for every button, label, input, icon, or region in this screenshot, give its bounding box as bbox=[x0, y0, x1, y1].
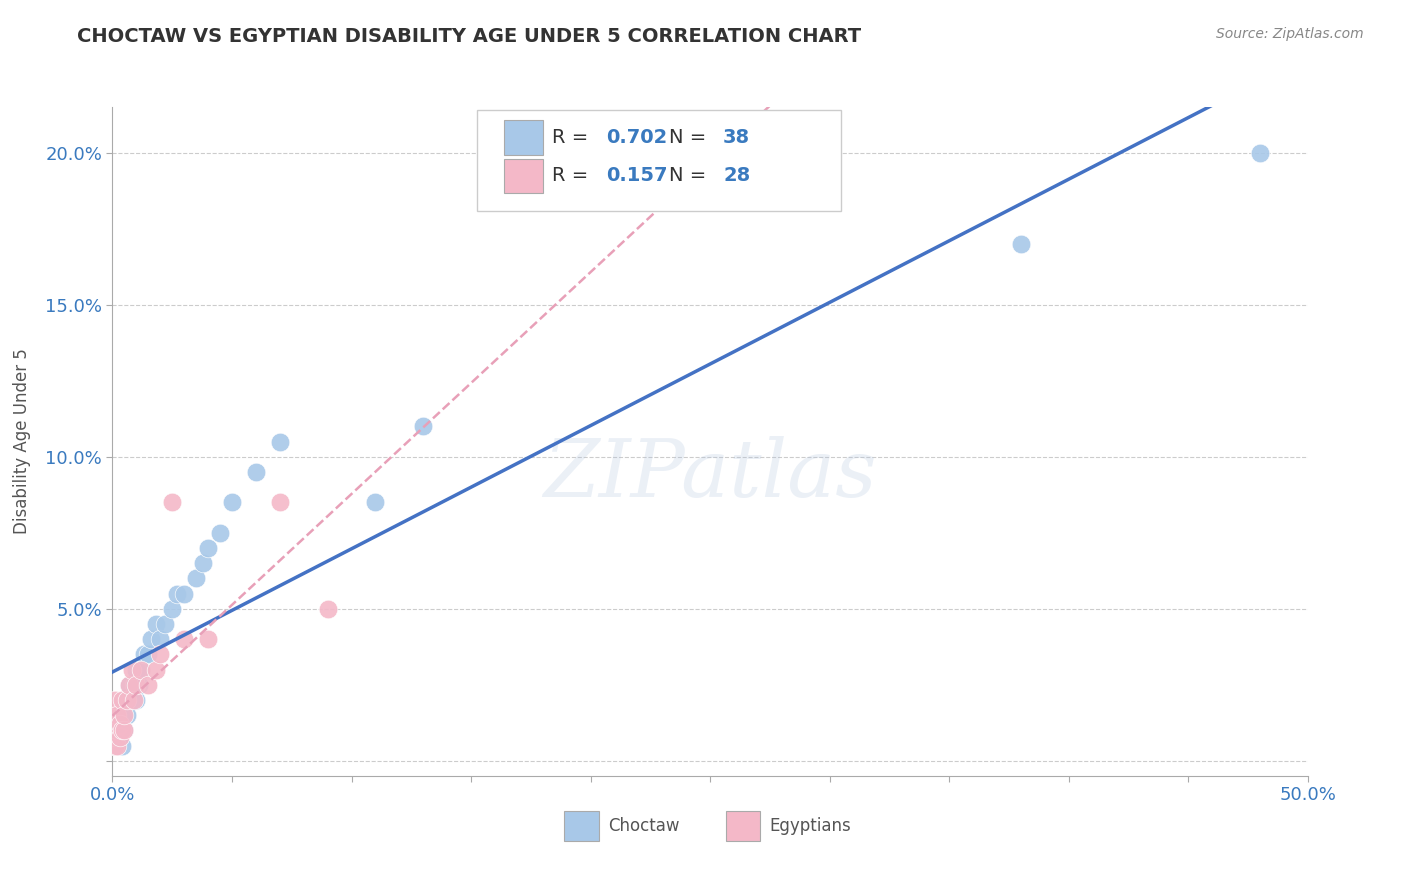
Point bbox=[145, 617, 167, 632]
Point bbox=[108, 730, 131, 744]
Point bbox=[104, 739, 127, 753]
Point bbox=[121, 693, 143, 707]
Point bbox=[121, 663, 143, 677]
Point bbox=[132, 648, 155, 662]
Point bbox=[105, 739, 128, 753]
Point bbox=[122, 678, 145, 692]
Text: 0.702: 0.702 bbox=[606, 128, 668, 146]
Point bbox=[125, 663, 148, 677]
Point bbox=[114, 723, 135, 738]
Point bbox=[153, 617, 176, 632]
FancyBboxPatch shape bbox=[505, 120, 543, 154]
Point bbox=[105, 739, 128, 753]
Point bbox=[245, 465, 267, 479]
Point bbox=[115, 708, 138, 723]
Point bbox=[104, 723, 127, 738]
Point bbox=[162, 495, 183, 509]
Point bbox=[118, 678, 141, 692]
FancyBboxPatch shape bbox=[505, 159, 543, 194]
Point bbox=[108, 717, 131, 731]
Point bbox=[209, 525, 232, 540]
Point bbox=[173, 586, 195, 600]
Point bbox=[166, 586, 188, 600]
Point bbox=[111, 693, 134, 707]
Text: Source: ZipAtlas.com: Source: ZipAtlas.com bbox=[1216, 27, 1364, 41]
Point bbox=[139, 632, 162, 647]
Text: ZIPatlas: ZIPatlas bbox=[543, 436, 877, 514]
Text: CHOCTAW VS EGYPTIAN DISABILITY AGE UNDER 5 CORRELATION CHART: CHOCTAW VS EGYPTIAN DISABILITY AGE UNDER… bbox=[77, 27, 862, 45]
Point bbox=[125, 678, 148, 692]
Point bbox=[125, 693, 148, 707]
Point bbox=[114, 693, 135, 707]
Text: Choctaw: Choctaw bbox=[609, 817, 681, 835]
Text: N =: N = bbox=[669, 167, 713, 186]
Point bbox=[138, 678, 160, 692]
Point bbox=[105, 708, 128, 723]
Text: Egyptians: Egyptians bbox=[770, 817, 852, 835]
Text: R =: R = bbox=[553, 167, 595, 186]
Point bbox=[269, 434, 291, 449]
Text: N =: N = bbox=[669, 128, 713, 146]
Point bbox=[115, 693, 138, 707]
Point bbox=[149, 632, 172, 647]
Point bbox=[1010, 236, 1032, 251]
Text: 28: 28 bbox=[723, 167, 751, 186]
Text: R =: R = bbox=[553, 128, 595, 146]
Point bbox=[138, 648, 160, 662]
Point bbox=[118, 678, 141, 692]
Text: 0.157: 0.157 bbox=[606, 167, 668, 186]
Point bbox=[145, 663, 167, 677]
FancyBboxPatch shape bbox=[477, 111, 842, 211]
Point bbox=[111, 723, 134, 738]
Point bbox=[122, 693, 145, 707]
Point bbox=[104, 693, 127, 707]
Point bbox=[197, 541, 219, 555]
FancyBboxPatch shape bbox=[725, 812, 761, 841]
Point bbox=[104, 730, 127, 744]
Point bbox=[108, 717, 131, 731]
Point bbox=[162, 601, 183, 615]
Point bbox=[221, 495, 243, 509]
Point bbox=[269, 495, 291, 509]
Point bbox=[149, 648, 172, 662]
Point bbox=[105, 723, 128, 738]
Point bbox=[105, 723, 128, 738]
Point bbox=[129, 663, 152, 677]
Text: 38: 38 bbox=[723, 128, 751, 146]
FancyBboxPatch shape bbox=[564, 812, 599, 841]
Point bbox=[104, 708, 127, 723]
Point bbox=[114, 723, 135, 738]
Point bbox=[186, 571, 208, 585]
Point bbox=[364, 495, 387, 509]
Point bbox=[193, 556, 215, 570]
Point bbox=[108, 730, 131, 744]
Y-axis label: Disability Age Under 5: Disability Age Under 5 bbox=[13, 349, 31, 534]
Point bbox=[111, 708, 134, 723]
Point bbox=[412, 419, 434, 434]
Point bbox=[104, 739, 127, 753]
Point bbox=[104, 723, 127, 738]
Point bbox=[114, 708, 135, 723]
Point bbox=[316, 601, 339, 615]
Point bbox=[129, 663, 152, 677]
Point bbox=[197, 632, 219, 647]
Point bbox=[1249, 145, 1271, 160]
Point bbox=[111, 739, 134, 753]
Point bbox=[128, 678, 150, 692]
Point bbox=[173, 632, 195, 647]
